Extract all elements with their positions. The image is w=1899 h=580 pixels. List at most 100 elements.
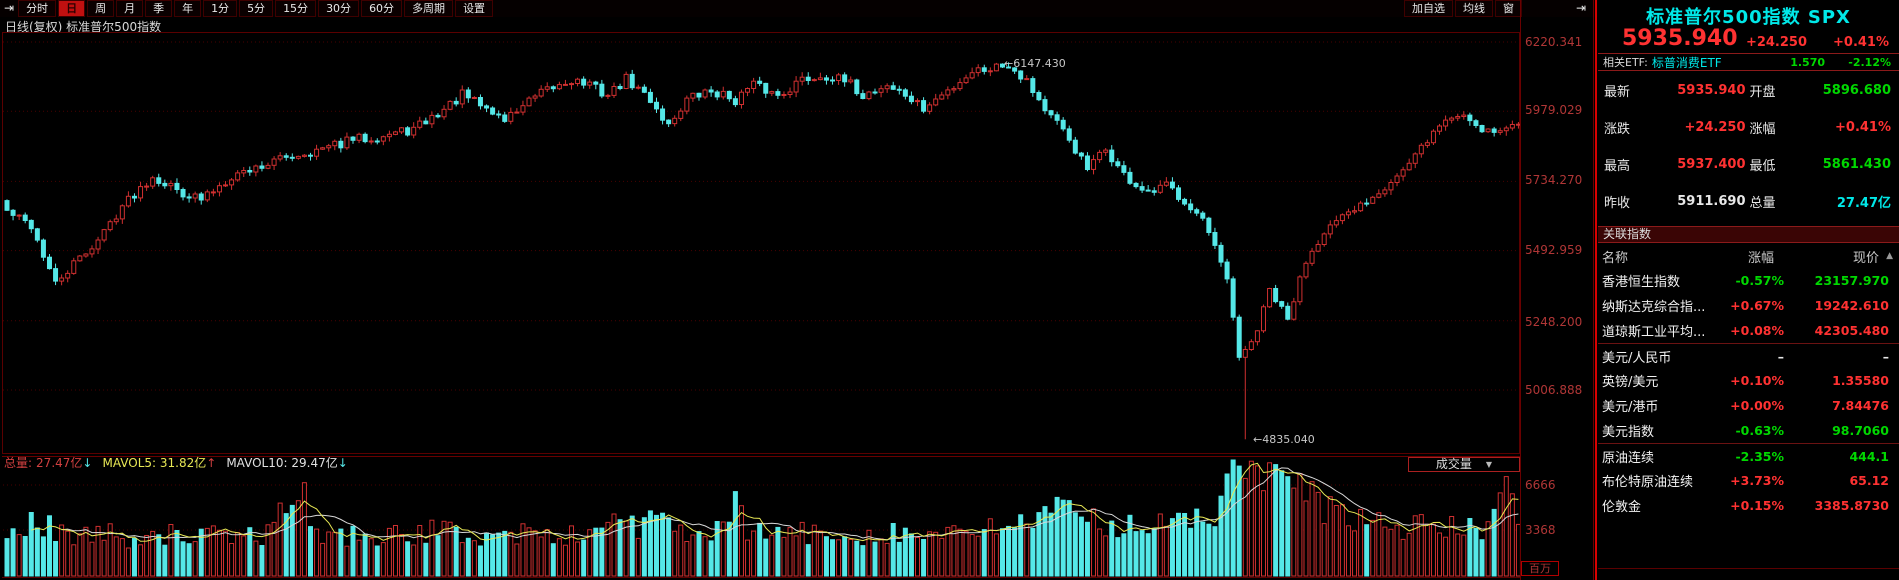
quote-value: 5911.690 [1677,194,1746,209]
index-price: 65.12 [1849,473,1889,488]
col-name[interactable]: 名称 [1602,250,1629,266]
quote-cell-最高: 最高 5937.400 [1604,155,1746,174]
quote-value: +0.41% [1835,120,1891,135]
quote-cell-最新: 最新 5935.940 [1604,81,1746,100]
quote-row: 最高 5937.400 最低 5861.430 [1598,146,1899,183]
toolbar-button-均线[interactable]: 均线 [1455,0,1493,17]
index-name: 美元/人民币 [1602,350,1672,366]
related-etf-label: 相关ETF: [1603,56,1648,69]
related-etf-pct: -2.12% [1848,55,1891,69]
index-price: 42305.480 [1814,323,1889,338]
quote-label: 昨收 [1604,196,1631,211]
quote-value: 5861.430 [1822,157,1891,172]
quote-label: 最高 [1604,159,1631,174]
related-etf-value: 1.570 [1790,55,1825,69]
related-index-row[interactable]: 英镑/美元 +0.10% 1.35580 [1598,368,1899,393]
quote-label: 涨跌 [1604,122,1631,137]
related-index-row[interactable]: 原油连续 -2.35% 444.1 [1598,443,1899,468]
price-axis-label: 5492.959 [1525,243,1583,257]
related-index-row[interactable]: 伦敦金 +0.15% 3385.8730 [1598,493,1899,518]
quote-cell-涨跌: 涨跌 +24.250 [1604,118,1746,137]
related-index-row[interactable]: 美元指数 -0.63% 98.7060 [1598,418,1899,443]
toolbar-right-items: 加自选 均线窗 [1404,0,1524,17]
price-axis-label: 5734.270 [1525,173,1583,187]
panel-bottom-border [1598,568,1899,569]
index-pct: +3.73% [1730,473,1784,488]
volume-total-label: 总量: [4,456,33,470]
toolbar-tab-日[interactable]: 日 [58,0,86,17]
mavol5-arrow-icon: ↑ [206,455,217,470]
index-name: 布伦特原油连续 [1602,475,1694,490]
index-name: 伦敦金 [1602,500,1642,515]
toolbar-tab-年[interactable]: 年 [174,0,202,17]
toolbar-button-加自选[interactable]: 加自选 [1404,0,1453,17]
index-pct: +0.67% [1730,298,1784,313]
indicator-selector-label: 成交量 [1435,457,1472,471]
related-index-row[interactable]: 香港恒生指数 -0.57% 23157.970 [1598,268,1899,293]
related-etf-row[interactable]: 相关ETF: 标普消费ETF 1.570 -2.12% [1598,53,1899,71]
index-pct: +0.00% [1730,398,1784,413]
toolbar-tab-15分[interactable]: 15分 [275,0,317,17]
toolbar-tab-设置[interactable]: 设置 [455,0,494,17]
quote-grid: 最新 5935.940 开盘 5896.680 涨跌 +24.250 涨幅 +0.41% 最高 5… [1598,72,1899,220]
toolbar-button-窗[interactable]: 窗 [1495,0,1522,17]
quote-value: 27.47亿 [1836,196,1891,211]
volume-total-value: 27.47亿 [36,456,83,470]
related-index-row[interactable]: 道琼斯工业平均... +0.08% 42305.480 [1598,318,1899,343]
svg-text:←4835.040: ←4835.040 [1253,433,1315,446]
quote-row: 涨跌 +24.250 涨幅 +0.41% [1598,109,1899,146]
related-etf-name[interactable]: 标普消费ETF [1651,55,1722,70]
volume-chart[interactable] [2,456,1520,578]
quote-value: 5935.940 [1677,83,1746,98]
last-price: 5935.940 [1622,26,1738,51]
index-name: 原油连续 [1602,450,1655,466]
col-price[interactable]: 现价 [1852,250,1879,266]
mavol10-arrow-icon: ↓ [337,455,348,470]
related-table-header: 名称 涨幅 现价 ▲ [1598,245,1899,267]
toolbar-tab-周[interactable]: 周 [87,0,115,17]
toolbar-tab-季[interactable]: 季 [145,0,173,17]
indicator-selector[interactable]: 成交量 ▼ [1408,457,1520,472]
toolbar-tab-1分[interactable]: 1分 [203,0,238,17]
toolbar-tab-分时[interactable]: 分时 [18,0,57,17]
price-change: +24.250 [1745,35,1807,50]
volume-axis-label: 6666 [1525,478,1556,492]
quote-value: +24.250 [1684,120,1746,135]
index-price: 1.35580 [1832,373,1889,388]
index-pct: -2.35% [1735,448,1784,464]
related-index-row[interactable]: 布伦特原油连续 +3.73% 65.12 [1598,468,1899,493]
toolbar-tab-月[interactable]: 月 [116,0,144,17]
toolbar-items: 分时日周月季年 1分 5分 15分 30分 60分 多周期 设置 [18,0,495,17]
index-name: 英镑/美元 [1602,375,1659,390]
price-change-pct: +0.41% [1833,35,1889,50]
mavol10-value: MAVOL10: 29.47亿 [226,456,338,470]
volume-header: 总量: 27.47亿 ↓ MAVOL5: 31.82亿 ↑ MAVOL10: 2… [4,455,348,471]
quote-cell-最低: 最低 5861.430 [1750,155,1892,174]
col-pct[interactable]: 涨幅 [1747,250,1774,266]
price-axis-gutter: 6220.341 5979.029 5734.270 5492.959 5248.200… [1520,0,1594,580]
toolbar-tab-60分[interactable]: 60分 [361,0,403,17]
quote-row: 最新 5935.940 开盘 5896.680 [1598,72,1899,109]
quote-label: 最低 [1749,159,1776,174]
related-index-row[interactable]: 美元/人民币 – – [1598,343,1899,368]
quote-label: 开盘 [1749,85,1776,100]
collapse-right-icon[interactable]: ⇥ [1576,1,1587,15]
index-price: 98.7060 [1832,423,1889,438]
volume-axis-label: 3368 [1525,523,1556,537]
quote-value: 5937.400 [1677,157,1746,172]
volume-total-arrow-icon: ↓ [82,455,93,470]
quote-cell-涨幅: 涨幅 +0.41% [1750,118,1892,137]
related-index-row[interactable]: 纳斯达克综合指... +0.67% 19242.610 [1598,293,1899,318]
index-name: 香港恒生指数 [1602,275,1681,290]
scroll-up-icon[interactable]: ▲ [1886,251,1893,261]
index-price: 444.1 [1849,448,1889,464]
toolbar-tab-30分[interactable]: 30分 [318,0,360,17]
candlestick-chart[interactable]: ←6147.430 ←4835.040 [2,32,1520,454]
toolbar-tab-5分[interactable]: 5分 [239,0,274,17]
collapse-left-icon[interactable]: ⇥ [4,1,15,15]
index-name: 纳斯达克综合指... [1602,300,1706,315]
related-index-row[interactable]: 美元/港币 +0.00% 7.84476 [1598,393,1899,418]
index-price: 7.84476 [1832,398,1889,413]
quote-label: 总量 [1749,196,1776,211]
toolbar-tab-多周期[interactable]: 多周期 [404,0,454,17]
